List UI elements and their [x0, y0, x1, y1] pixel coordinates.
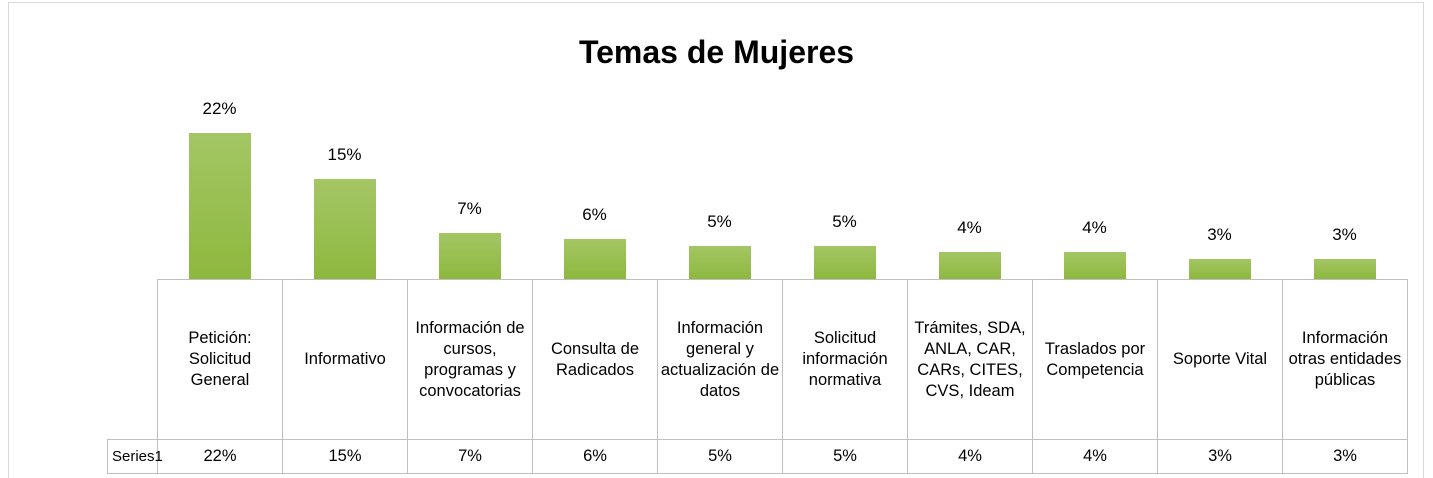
category-cell: Informativo — [282, 279, 408, 440]
table-value: 3% — [1157, 439, 1283, 474]
data-label: 4% — [957, 218, 982, 238]
table-value: 3% — [1282, 439, 1408, 474]
category-cell: Información de cursos, programas y convo… — [407, 279, 533, 440]
category-cell: Soporte Vital — [1157, 279, 1283, 440]
table-value: 22% — [157, 439, 283, 474]
bar — [188, 133, 251, 279]
category-cell: Información general y actualización de d… — [657, 279, 783, 440]
data-label: 3% — [1207, 225, 1232, 245]
table-value: 4% — [1032, 439, 1158, 474]
data-label: 6% — [582, 205, 607, 225]
category-cell: Trámites, SDA, ANLA, CAR, CARs, CITES, C… — [907, 279, 1033, 440]
table-value: 6% — [532, 439, 658, 474]
data-label: 5% — [832, 211, 857, 231]
data-label: 5% — [707, 211, 732, 231]
table-value: 4% — [907, 439, 1033, 474]
chart-frame — [8, 2, 1424, 478]
data-label: 7% — [457, 198, 482, 218]
legend-label: Series1 — [112, 448, 163, 465]
category-cell: Traslados por Competencia — [1032, 279, 1158, 440]
legend-cell: Series1 — [107, 439, 163, 474]
table-value: 7% — [407, 439, 533, 474]
data-label: 3% — [1332, 225, 1357, 245]
bar — [938, 252, 1001, 279]
bar — [1313, 259, 1376, 279]
category-cell: Consulta de Radicados — [532, 279, 658, 440]
data-label: 4% — [1082, 218, 1107, 238]
category-cell: Información otras entidades públicas — [1282, 279, 1408, 440]
bar — [313, 179, 376, 279]
bar — [688, 245, 751, 279]
bar — [813, 245, 876, 279]
chart-title: Temas de Mujeres — [578, 34, 855, 70]
bar — [1063, 252, 1126, 279]
data-label: 22% — [202, 99, 237, 118]
category-cell: Solicitud información normativa — [782, 279, 908, 440]
category-cell: Petición: Solicitud General — [157, 279, 283, 440]
data-label: 15% — [327, 145, 362, 165]
bar — [438, 232, 501, 279]
bar — [563, 239, 626, 279]
table-value: 5% — [782, 439, 908, 474]
table-value: 15% — [282, 439, 408, 474]
bar — [1188, 259, 1251, 279]
table-value: 5% — [657, 439, 783, 474]
